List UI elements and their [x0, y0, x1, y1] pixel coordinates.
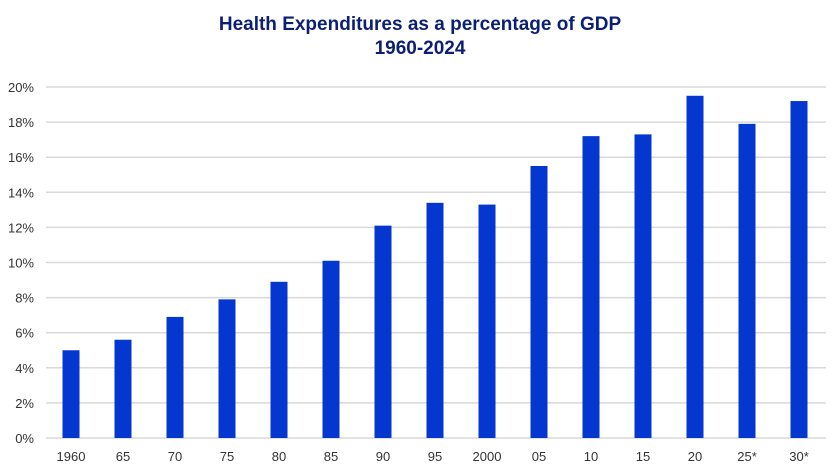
y-tick-label: 20% — [8, 80, 34, 95]
bar-10 — [582, 136, 600, 438]
bar-15 — [634, 134, 652, 438]
y-tick-label: 8% — [15, 291, 34, 306]
bar-25* — [738, 123, 756, 438]
chart-title: Health Expenditures as a percentage of G… — [218, 14, 622, 35]
bar-75 — [218, 299, 236, 438]
bar-80 — [270, 281, 288, 438]
x-tick-label: 20 — [688, 449, 702, 464]
x-tick-label: 70 — [168, 449, 182, 464]
bar-20 — [686, 95, 704, 439]
y-tick-label: 6% — [15, 326, 34, 341]
x-tick-label: 95 — [428, 449, 442, 464]
x-tick-label: 05 — [532, 449, 546, 464]
x-tick-label: 75 — [220, 449, 234, 464]
x-tick-label: 1960 — [57, 449, 86, 464]
bar-65 — [114, 339, 132, 438]
x-tick-label: 2000 — [473, 449, 502, 464]
x-tick-label: 30* — [789, 449, 809, 464]
bar-95 — [426, 202, 444, 438]
bar-2000 — [478, 204, 496, 438]
x-tick-label: 65 — [116, 449, 130, 464]
x-tick-label: 85 — [324, 449, 338, 464]
bar-30* — [790, 101, 808, 438]
bar-90 — [374, 225, 392, 438]
bar-1960 — [62, 350, 80, 438]
x-tick-label: 90 — [376, 449, 390, 464]
y-tick-label: 0% — [15, 431, 34, 446]
x-tick-label: 25* — [737, 449, 757, 464]
x-tick-label: 15 — [636, 449, 650, 464]
bar-85 — [322, 260, 340, 438]
y-tick-label: 10% — [8, 256, 34, 271]
y-tick-label: 14% — [8, 185, 34, 200]
y-tick-label: 4% — [15, 361, 34, 376]
x-tick-label: 10 — [584, 449, 598, 464]
chart-subtitle: 1960-2024 — [374, 38, 466, 59]
y-tick-label: 12% — [8, 220, 34, 235]
y-tick-label: 16% — [8, 150, 34, 165]
y-tick-label: 18% — [8, 115, 34, 130]
bar-05 — [530, 165, 548, 438]
bar-70 — [166, 316, 184, 438]
y-tick-label: 2% — [15, 396, 34, 411]
x-tick-label: 80 — [272, 449, 286, 464]
